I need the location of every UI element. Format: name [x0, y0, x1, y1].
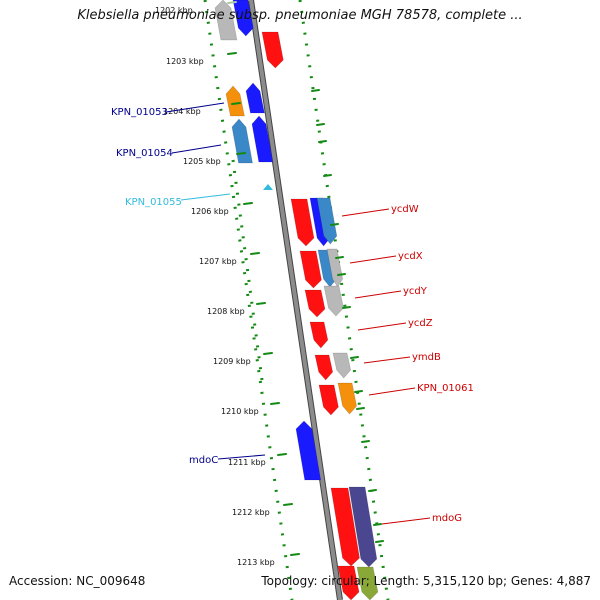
right-tick-mark — [337, 273, 346, 276]
feature-layer — [214, 0, 379, 600]
right-tick-mark — [361, 440, 370, 443]
reverse-gene-bottom-b — [356, 566, 379, 600]
scale-tick-mark — [290, 553, 300, 556]
label-KPN-01054: KPN_01054 — [116, 148, 173, 159]
scale-tick-mark — [231, 102, 241, 105]
right-tick-mark — [342, 306, 351, 309]
reverse-gene-ycdW-c — [316, 197, 338, 245]
forward-gene-blue-mid — [251, 115, 274, 163]
forward-gene-blue-top — [245, 82, 265, 114]
scale-tick-label: 1210 kbp — [221, 407, 259, 416]
reverse-gene-ymdB-b — [332, 352, 352, 379]
scale-tick-mark — [250, 252, 260, 255]
label-KPN-01061-leader-line — [368, 387, 416, 396]
right-tick-mark — [316, 123, 325, 126]
label-ymdB-leader-line — [363, 356, 411, 364]
right-tick-mark — [356, 407, 365, 410]
reverse-gene-ycdY-a — [304, 289, 326, 318]
label-ycdY: ycdY — [403, 286, 428, 297]
right-tick-mark — [375, 540, 384, 543]
left-inner-boundary — [231, 159, 264, 381]
scale-tick-label: 1211 kbp — [228, 458, 266, 467]
reverse-gene-orange-mid — [337, 382, 357, 415]
gene-labels: KPN_01053 KPN_01054 KPN_01055 mdoC ycdW ycdX y… — [111, 102, 474, 525]
scale-tick-mark — [236, 152, 246, 155]
label-ycdY-leader-line — [354, 290, 402, 299]
reverse-gene-bottom-a — [337, 565, 360, 600]
label-ycdZ: ycdZ — [408, 318, 433, 329]
reverse-gene-top — [261, 31, 284, 69]
right-tick-mark — [318, 140, 327, 143]
reverse-gene-ycdW-a — [290, 198, 315, 247]
label-mdoC-leader-line — [217, 454, 266, 460]
label-mdoC: mdoC — [189, 455, 218, 466]
scale-tick-label: 1204 kbp — [163, 107, 201, 116]
scale-tick-mark — [283, 503, 293, 506]
scale-tick-mark — [277, 453, 287, 456]
scale-tick-label: 1213 kbp — [237, 558, 275, 567]
scale-tick-label: 1203 kbp — [166, 57, 204, 66]
reverse-gene-ycdZ — [309, 321, 329, 349]
scale-tick-label: 1209 kbp — [213, 357, 251, 366]
label-ycdX-leader-line — [349, 255, 397, 264]
label-ycdZ-leader-line — [357, 322, 407, 331]
forward-gene-mdoC — [295, 420, 322, 481]
dotted-track-boundaries — [203, 0, 390, 600]
label-KPN-01053: KPN_01053 — [111, 107, 168, 118]
page-title: Klebsiella pneumoniae subsp. pneumoniae … — [77, 8, 523, 23]
genome-summary-text: Topology: circular; Length: 5,315,120 bp… — [261, 574, 591, 588]
label-KPN-01053-leader-line — [165, 102, 225, 113]
label-KPN-01054-leader-line — [171, 144, 222, 154]
right-tick-mark — [335, 256, 344, 259]
scale-tick-label: 1202 kbp — [155, 6, 193, 15]
right-tick-mark — [354, 390, 363, 393]
forward-gene-steel — [231, 118, 253, 164]
reverse-gene-mdoG-b — [348, 486, 378, 568]
scale-tick-label: 1206 kbp — [191, 207, 229, 216]
scale-tick-label: 1212 kbp — [232, 508, 270, 517]
label-KPN-01055: KPN_01055 — [125, 197, 182, 208]
reverse-gene-ycdY-b — [323, 285, 344, 317]
label-ycdW-leader-line — [341, 208, 390, 217]
right-tick-mark — [373, 523, 382, 526]
label-ymdB: ymdB — [412, 352, 441, 363]
right-tick-mark — [350, 356, 359, 359]
scale-tick-mark — [270, 402, 280, 405]
partial-gene-top-left — [214, 0, 238, 41]
label-KPN-01061: KPN_01061 — [417, 383, 474, 394]
scale-tick-mark — [227, 1, 237, 4]
scale-tick-mark — [243, 202, 253, 205]
accession-text: Accession: NC_009648 — [9, 574, 146, 588]
reverse-gene-ycdX-a — [299, 250, 322, 289]
label-ycdW: ycdW — [391, 204, 419, 215]
scale-tick-label: 1207 kbp — [199, 257, 237, 266]
backbone-layer — [248, 0, 343, 600]
label-KPN-01055-leader-line — [180, 193, 231, 201]
scale-tick-mark — [227, 52, 237, 55]
scale-tick-mark — [256, 302, 266, 305]
scale-tick-mark — [263, 352, 273, 355]
backbone-line — [249, 0, 342, 600]
right-tick-mark — [323, 174, 332, 177]
rrna-marker — [263, 184, 273, 190]
scale-ticks: 1202 kbp 1203 kbp 1204 kbp 1205 kbp 1206 kbp… — [155, 1, 384, 567]
forward-gene-orange-top — [225, 85, 245, 117]
partial-gene-top-right — [232, 0, 254, 37]
scale-tick-label: 1205 kbp — [183, 157, 221, 166]
label-mdoG: mdoG — [432, 513, 462, 524]
right-tick-mark — [368, 489, 377, 492]
right-tick-mark — [311, 89, 320, 92]
right-tick-mark — [330, 223, 339, 226]
label-ycdX: ycdX — [398, 251, 423, 262]
scale-tick-label: 1208 kbp — [207, 307, 245, 316]
reverse-gene-mdoG-a — [330, 487, 360, 567]
reverse-gene-ymdB-a — [314, 354, 334, 381]
label-mdoG-leader-line — [381, 517, 431, 525]
reverse-gene-KPN-01061 — [318, 384, 339, 416]
